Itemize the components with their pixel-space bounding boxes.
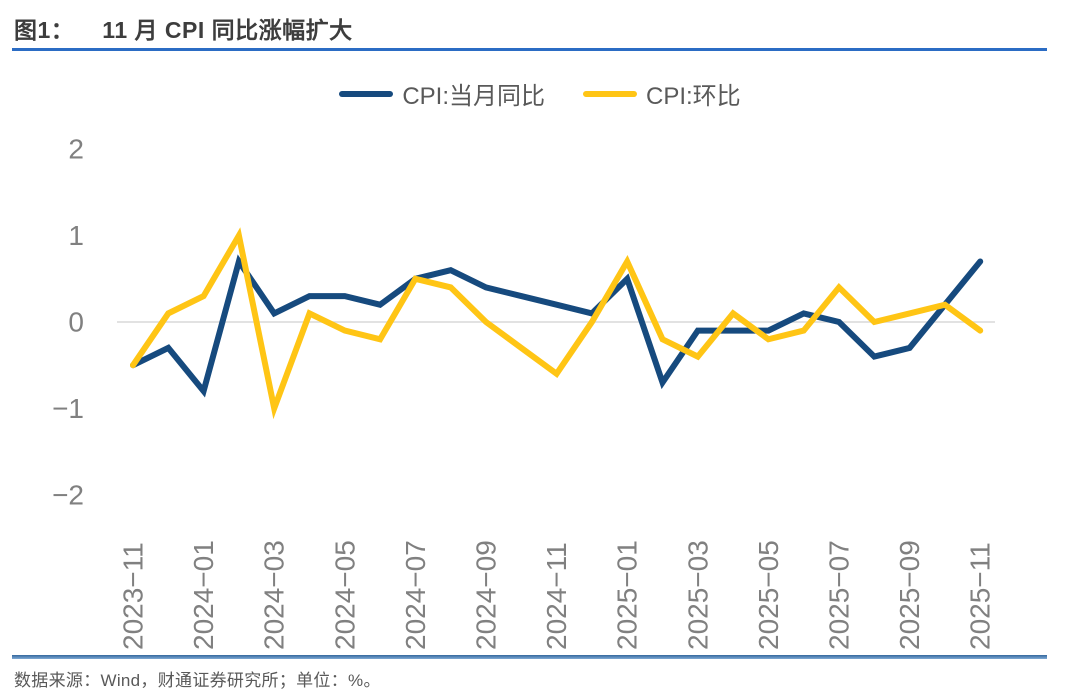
x-tick-label: 2024−07 <box>400 540 431 650</box>
figure-title: 11 月 CPI 同比涨幅扩大 <box>102 17 353 43</box>
x-tick-label: 2023−11 <box>118 542 149 650</box>
x-tick-label: 2025−11 <box>965 542 996 650</box>
x-tick-label: 2024−05 <box>329 540 360 650</box>
x-tick-label: 2024−11 <box>541 542 572 650</box>
footer-divider <box>12 655 1047 659</box>
figure-label: 图1： <box>14 17 75 43</box>
x-tick-label: 2025−03 <box>682 540 713 650</box>
y-tick-label: −2 <box>52 479 84 510</box>
y-tick-label: 2 <box>68 134 84 165</box>
legend-label-cpi-mom: CPI:环比 <box>646 83 741 110</box>
figure-title-row: 图1： 11 月 CPI 同比涨幅扩大 <box>14 11 353 45</box>
legend-label-cpi-yoy: CPI:当月同比 <box>402 83 545 110</box>
x-tick-label: 2025−07 <box>824 540 855 650</box>
title-divider <box>12 48 1047 51</box>
x-tick-label: 2025−01 <box>612 540 643 650</box>
legend-item-cpi-mom: CPI:环比 <box>583 76 741 111</box>
legend-item-cpi-yoy: CPI:当月同比 <box>339 76 545 111</box>
source-note: 数据来源：Wind，财通证券研究所；单位：%。 <box>14 671 381 690</box>
legend-line-swatch-cpi-mom <box>583 90 637 97</box>
y-tick-label: −1 <box>52 393 84 424</box>
x-tick-label: 2024−09 <box>471 540 502 650</box>
y-tick-label: 0 <box>68 307 84 338</box>
x-tick-label: 2024−03 <box>259 540 290 650</box>
y-tick-label: 1 <box>68 220 84 251</box>
legend-line-swatch-cpi-yoy <box>339 90 394 97</box>
series-line-0 <box>130 254 984 398</box>
x-tick-label: 2024−01 <box>188 540 219 650</box>
chart-legend: CPI:当月同比 CPI:环比 <box>0 76 1080 111</box>
x-tick-label: 2025−05 <box>753 540 784 650</box>
series-line-1 <box>130 227 984 420</box>
x-tick-label: 2025−09 <box>894 540 925 650</box>
